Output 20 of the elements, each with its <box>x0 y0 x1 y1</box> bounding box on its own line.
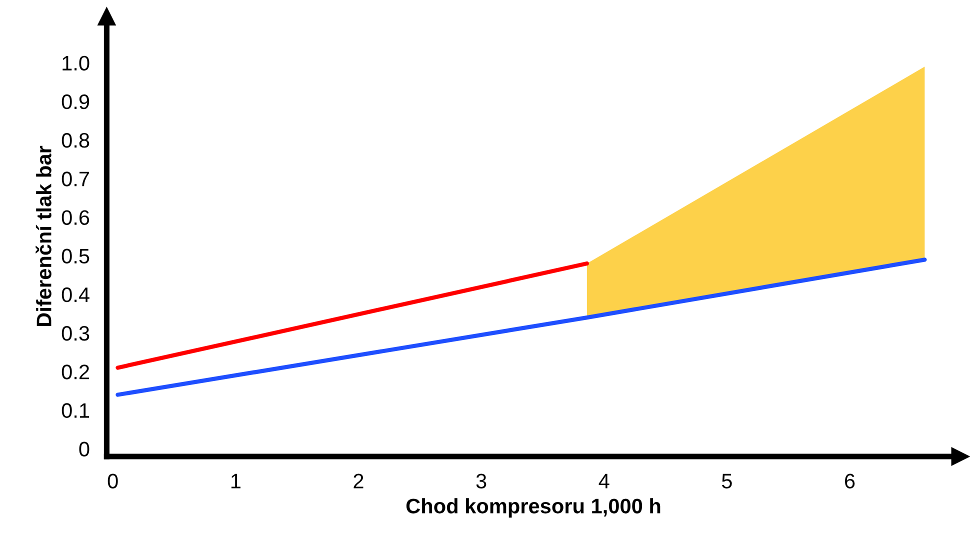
y-tick-label: 0 <box>79 442 90 457</box>
y-tick-label: 1.0 <box>62 56 90 71</box>
x-tick-label: 4 <box>598 474 610 488</box>
y-tick-label: 0.9 <box>62 94 90 110</box>
x-axis-title: Chod kompresoru 1,000 h <box>406 498 660 518</box>
y-tick-label: 0.6 <box>62 210 90 225</box>
x-tick-label: 2 <box>354 474 364 488</box>
x-tick-label: 3 <box>476 474 486 488</box>
x-tick-label: 5 <box>722 474 732 488</box>
y-tick-label: 0.1 <box>62 403 90 418</box>
y-tick-label: 0.3 <box>62 326 90 341</box>
y-axis-title: Diferenční tlak bar <box>36 146 52 326</box>
x-tick-label: 0 <box>108 474 118 488</box>
y-tick-label: 0.4 <box>62 287 90 302</box>
x-tick-label: 1 <box>231 474 240 488</box>
y-tick-label: 0.7 <box>62 172 89 186</box>
y-tick-label: 0.2 <box>62 364 89 380</box>
y-tick-label: 0.5 <box>62 248 90 264</box>
x-tick-label: 6 <box>845 474 855 488</box>
y-tick-label: 0.8 <box>62 133 90 148</box>
